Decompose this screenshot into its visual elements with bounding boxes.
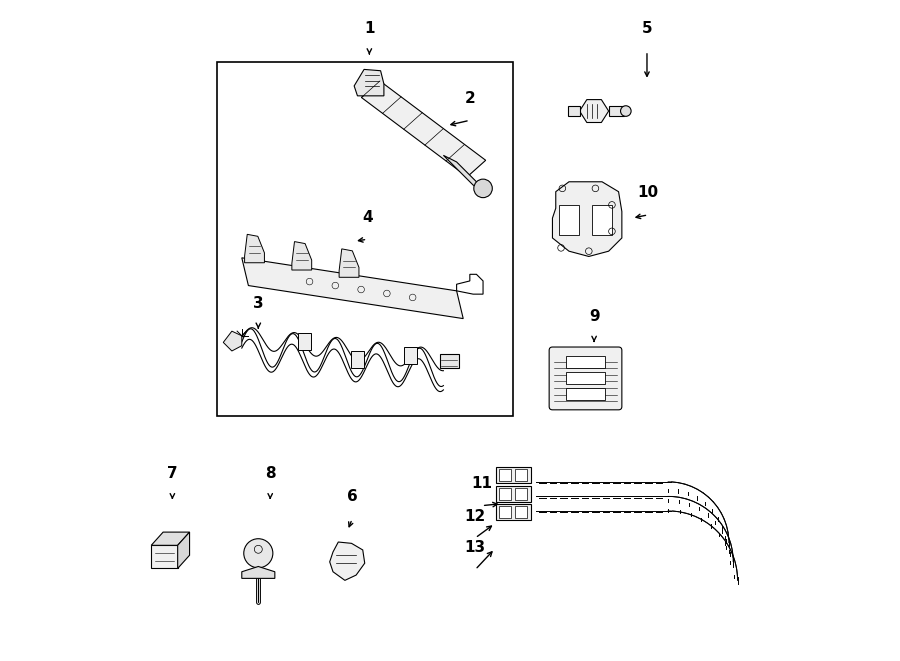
Text: 6: 6 [346, 489, 357, 504]
Polygon shape [242, 566, 274, 578]
Polygon shape [151, 545, 177, 568]
Bar [566, 356, 606, 368]
Bar [351, 351, 364, 368]
Bar [298, 333, 311, 350]
Bar [496, 467, 531, 483]
Text: 4: 4 [362, 210, 373, 225]
Polygon shape [177, 532, 190, 568]
Text: 9: 9 [589, 309, 599, 324]
Text: 10: 10 [638, 185, 659, 200]
Bar [516, 488, 527, 500]
Text: 5: 5 [642, 21, 652, 36]
FancyBboxPatch shape [549, 347, 622, 410]
Polygon shape [223, 331, 242, 351]
Polygon shape [151, 532, 190, 545]
Polygon shape [580, 100, 608, 122]
Polygon shape [329, 542, 364, 580]
Circle shape [473, 179, 492, 198]
Bar [496, 504, 531, 520]
Bar [496, 486, 531, 502]
Text: 12: 12 [464, 508, 486, 524]
Bar [440, 354, 459, 368]
Polygon shape [553, 182, 622, 256]
Text: 11: 11 [472, 476, 492, 491]
Text: 7: 7 [167, 465, 177, 481]
Bar [404, 347, 417, 364]
Polygon shape [339, 249, 359, 278]
Bar [217, 62, 514, 416]
Polygon shape [242, 258, 464, 319]
Bar [516, 469, 527, 481]
Polygon shape [292, 241, 311, 270]
Bar [566, 388, 606, 400]
Polygon shape [568, 106, 580, 116]
Text: 8: 8 [265, 465, 275, 481]
Bar [592, 205, 612, 235]
Polygon shape [245, 234, 265, 262]
Bar [516, 506, 527, 518]
Circle shape [244, 539, 273, 568]
Circle shape [620, 106, 631, 116]
Bar [499, 506, 511, 518]
Text: 1: 1 [364, 21, 374, 36]
Bar [566, 372, 606, 384]
Text: 2: 2 [464, 91, 475, 106]
Bar [499, 469, 511, 481]
Polygon shape [608, 106, 624, 116]
Text: 13: 13 [464, 540, 486, 555]
Text: 3: 3 [253, 295, 264, 311]
Bar [559, 205, 579, 235]
Polygon shape [355, 69, 384, 96]
Bar [499, 488, 511, 500]
Polygon shape [444, 155, 486, 192]
Polygon shape [362, 81, 486, 176]
